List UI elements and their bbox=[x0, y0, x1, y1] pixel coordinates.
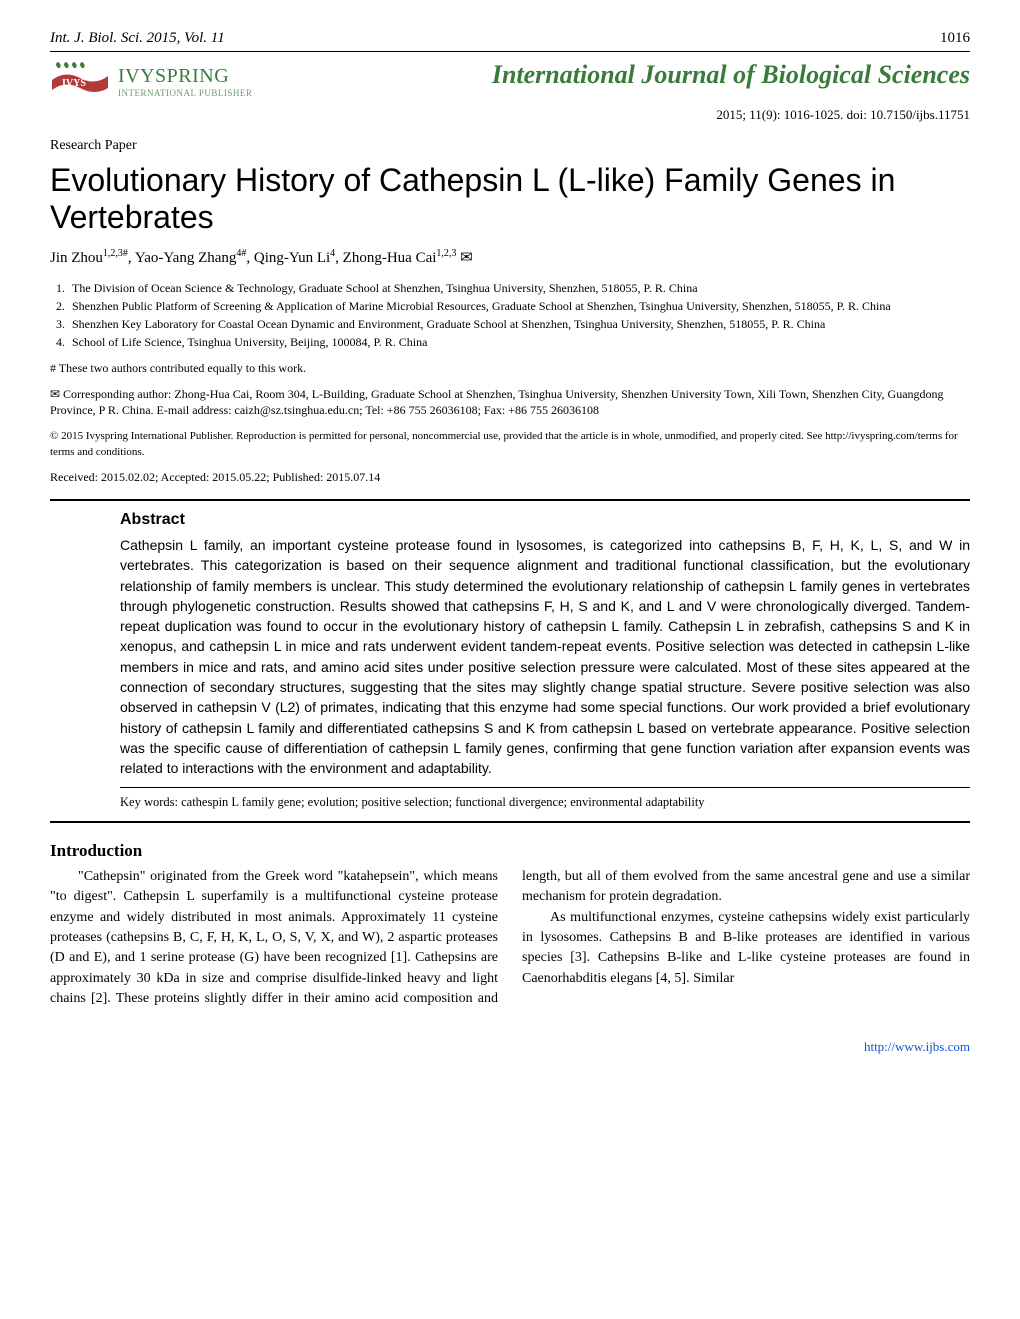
authors-line: Jin Zhou1,2,3#, Yao-Yang Zhang4#, Qing-Y… bbox=[50, 248, 970, 267]
header-bar: Int. J. Biol. Sci. 2015, Vol. 11 1016 bbox=[50, 30, 970, 52]
affiliations-list: The Division of Ocean Science & Technolo… bbox=[50, 279, 970, 351]
abstract-heading: Abstract bbox=[120, 511, 970, 529]
abstract-text: Cathepsin L family, an important cystein… bbox=[120, 535, 970, 779]
svg-text:IVYS: IVYS bbox=[62, 78, 86, 89]
affiliation-item: Shenzhen Key Laboratory for Coastal Ocea… bbox=[68, 315, 970, 333]
article-dates: Received: 2015.02.02; Accepted: 2015.05.… bbox=[50, 470, 970, 485]
affiliation-item: The Division of Ocean Science & Technolo… bbox=[68, 279, 970, 297]
article-title: Evolutionary History of Cathepsin L (L-l… bbox=[50, 162, 970, 236]
section-heading-introduction: Introduction bbox=[50, 841, 970, 861]
body-text-columns: "Cathepsin" originated from the Greek wo… bbox=[50, 867, 970, 1009]
body-paragraph: As multifunctional enzymes, cysteine cat… bbox=[522, 908, 970, 989]
copyright-notice: © 2015 Ivyspring International Publisher… bbox=[50, 429, 970, 460]
publisher-name: IVYSPRING bbox=[118, 65, 252, 88]
footer-url[interactable]: http://www.ijbs.com bbox=[50, 1039, 970, 1055]
publisher-text: IVYSPRING INTERNATIONAL PUBLISHER bbox=[118, 65, 252, 98]
journal-title: International Journal of Biological Scie… bbox=[492, 60, 970, 90]
publisher-subtitle: INTERNATIONAL PUBLISHER bbox=[118, 88, 252, 98]
publisher-block: IVYS IVYSPRING INTERNATIONAL PUBLISHER bbox=[50, 60, 252, 103]
article-type: Research Paper bbox=[50, 138, 970, 154]
journal-short-citation: Int. J. Biol. Sci. 2015, Vol. 11 bbox=[50, 30, 225, 47]
citation-line: 2015; 11(9): 1016-1025. doi: 10.7150/ijb… bbox=[50, 107, 970, 123]
abstract-box: Abstract Cathepsin L family, an importan… bbox=[50, 499, 970, 823]
affiliation-item: School of Life Science, Tsinghua Univers… bbox=[68, 333, 970, 351]
page-number: 1016 bbox=[940, 30, 970, 47]
equal-contribution-note: # These two authors contributed equally … bbox=[50, 361, 970, 376]
top-block: IVYS IVYSPRING INTERNATIONAL PUBLISHER I… bbox=[50, 60, 970, 103]
corresponding-author: ✉ Corresponding author: Zhong-Hua Cai, R… bbox=[50, 386, 970, 420]
ivyspring-logo-icon: IVYS bbox=[50, 60, 110, 103]
keywords-line: Key words: cathespin L family gene; evol… bbox=[120, 787, 970, 812]
affiliation-item: Shenzhen Public Platform of Screening & … bbox=[68, 297, 970, 315]
